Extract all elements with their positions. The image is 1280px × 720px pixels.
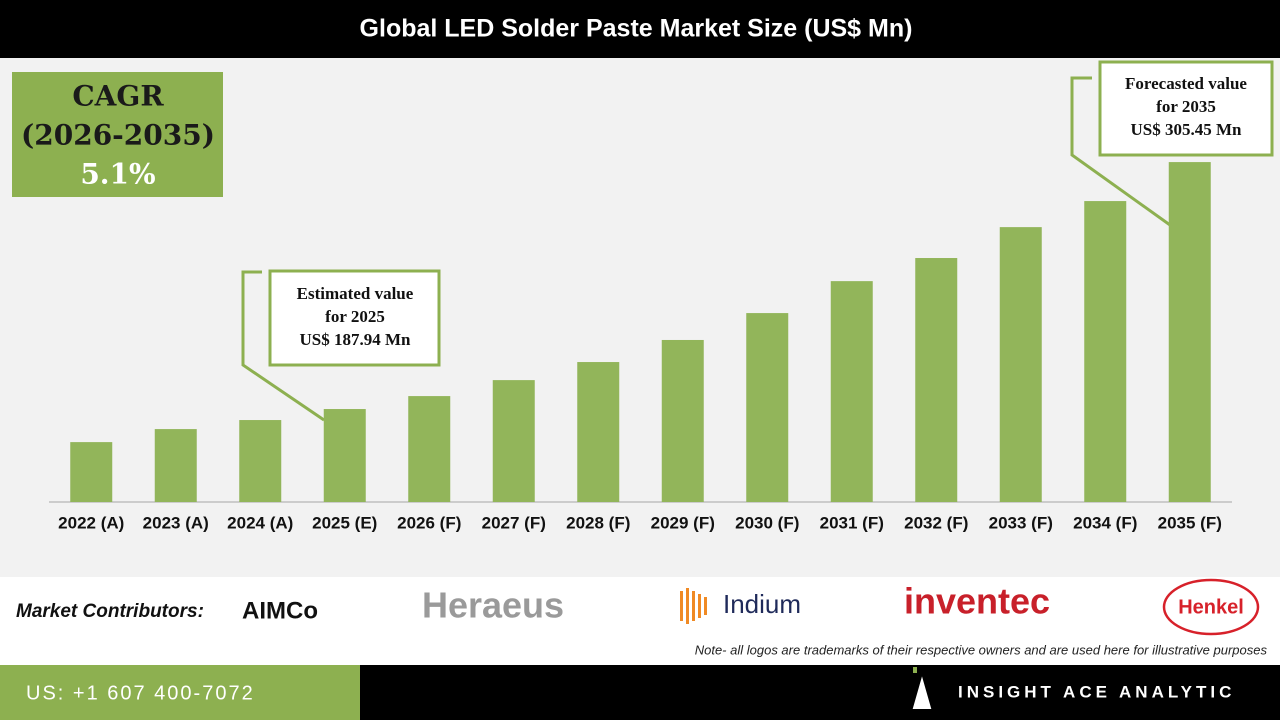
x-tick-label: 2022 (A) bbox=[58, 513, 124, 532]
x-tick-label: 2035 (F) bbox=[1158, 513, 1222, 532]
callout-text: US$ 187.94 Mn bbox=[300, 330, 412, 349]
bar bbox=[1168, 162, 1211, 502]
logo: Heraeus bbox=[422, 585, 564, 626]
callout-box bbox=[268, 269, 441, 367]
x-tick-label: 2026 (F) bbox=[397, 513, 461, 532]
callout-text: Estimated value bbox=[297, 284, 414, 303]
bar bbox=[239, 420, 282, 502]
brand-icon bbox=[912, 667, 932, 709]
bar bbox=[492, 380, 535, 502]
logo: Indium bbox=[723, 589, 801, 619]
callout-text: US$ 305.45 Mn bbox=[1131, 120, 1243, 139]
bar bbox=[408, 396, 451, 502]
x-tick-label: 2031 (F) bbox=[820, 513, 884, 532]
callout-box bbox=[1098, 60, 1274, 157]
contributors-label: Market Contributors: bbox=[16, 601, 204, 622]
cagr-label: CAGR bbox=[72, 80, 164, 113]
leader-line bbox=[241, 270, 325, 422]
x-tick-label: 2027 (F) bbox=[482, 513, 546, 532]
x-tick-label: 2029 (F) bbox=[651, 513, 715, 532]
logo: AIMCo bbox=[242, 597, 318, 624]
x-tick-label: 2025 (E) bbox=[312, 513, 377, 532]
bar bbox=[154, 429, 197, 502]
phone: US: +1 607 400-7072 bbox=[26, 682, 255, 704]
leader-line bbox=[1070, 76, 1171, 227]
x-tick-label: 2032 (F) bbox=[904, 513, 968, 532]
bar bbox=[70, 442, 113, 502]
bar bbox=[915, 258, 958, 502]
bar bbox=[830, 281, 873, 502]
x-tick-label: 2023 (A) bbox=[143, 513, 209, 532]
logo: inventec bbox=[904, 581, 1050, 622]
bar bbox=[746, 313, 789, 502]
note: Note- all logos are trademarks of their … bbox=[695, 642, 1268, 657]
callout-text: Forecasted value bbox=[1125, 74, 1247, 93]
x-tick-label: 2028 (F) bbox=[566, 513, 630, 532]
logo: Henkel bbox=[1178, 596, 1244, 618]
x-tick-label: 2024 (A) bbox=[227, 513, 293, 532]
x-tick-label: 2030 (F) bbox=[735, 513, 799, 532]
brand-bar bbox=[360, 665, 1280, 720]
callout-text: for 2035 bbox=[1156, 97, 1216, 116]
bar bbox=[661, 339, 704, 502]
bar bbox=[999, 227, 1042, 503]
chart-title: Global LED Solder Paste Market Size (US$… bbox=[360, 15, 913, 43]
x-tick-label: 2034 (F) bbox=[1073, 513, 1137, 532]
bar bbox=[323, 409, 366, 502]
phone-bar bbox=[0, 665, 360, 720]
callout-text: for 2025 bbox=[325, 307, 385, 326]
contributors-band bbox=[0, 577, 1280, 665]
x-tick-label: 2033 (F) bbox=[989, 513, 1053, 532]
cagr-value: 5.1% bbox=[80, 158, 155, 191]
cagr-box bbox=[12, 72, 223, 197]
title-bar bbox=[0, 0, 1280, 58]
bar bbox=[1084, 201, 1127, 502]
logo-oval bbox=[1162, 578, 1260, 636]
brand: INSIGHT ACE ANALYTIC bbox=[958, 682, 1235, 701]
logo-mark bbox=[680, 588, 707, 624]
cagr-period: (2026-2035) bbox=[21, 119, 215, 152]
bar bbox=[577, 362, 620, 502]
